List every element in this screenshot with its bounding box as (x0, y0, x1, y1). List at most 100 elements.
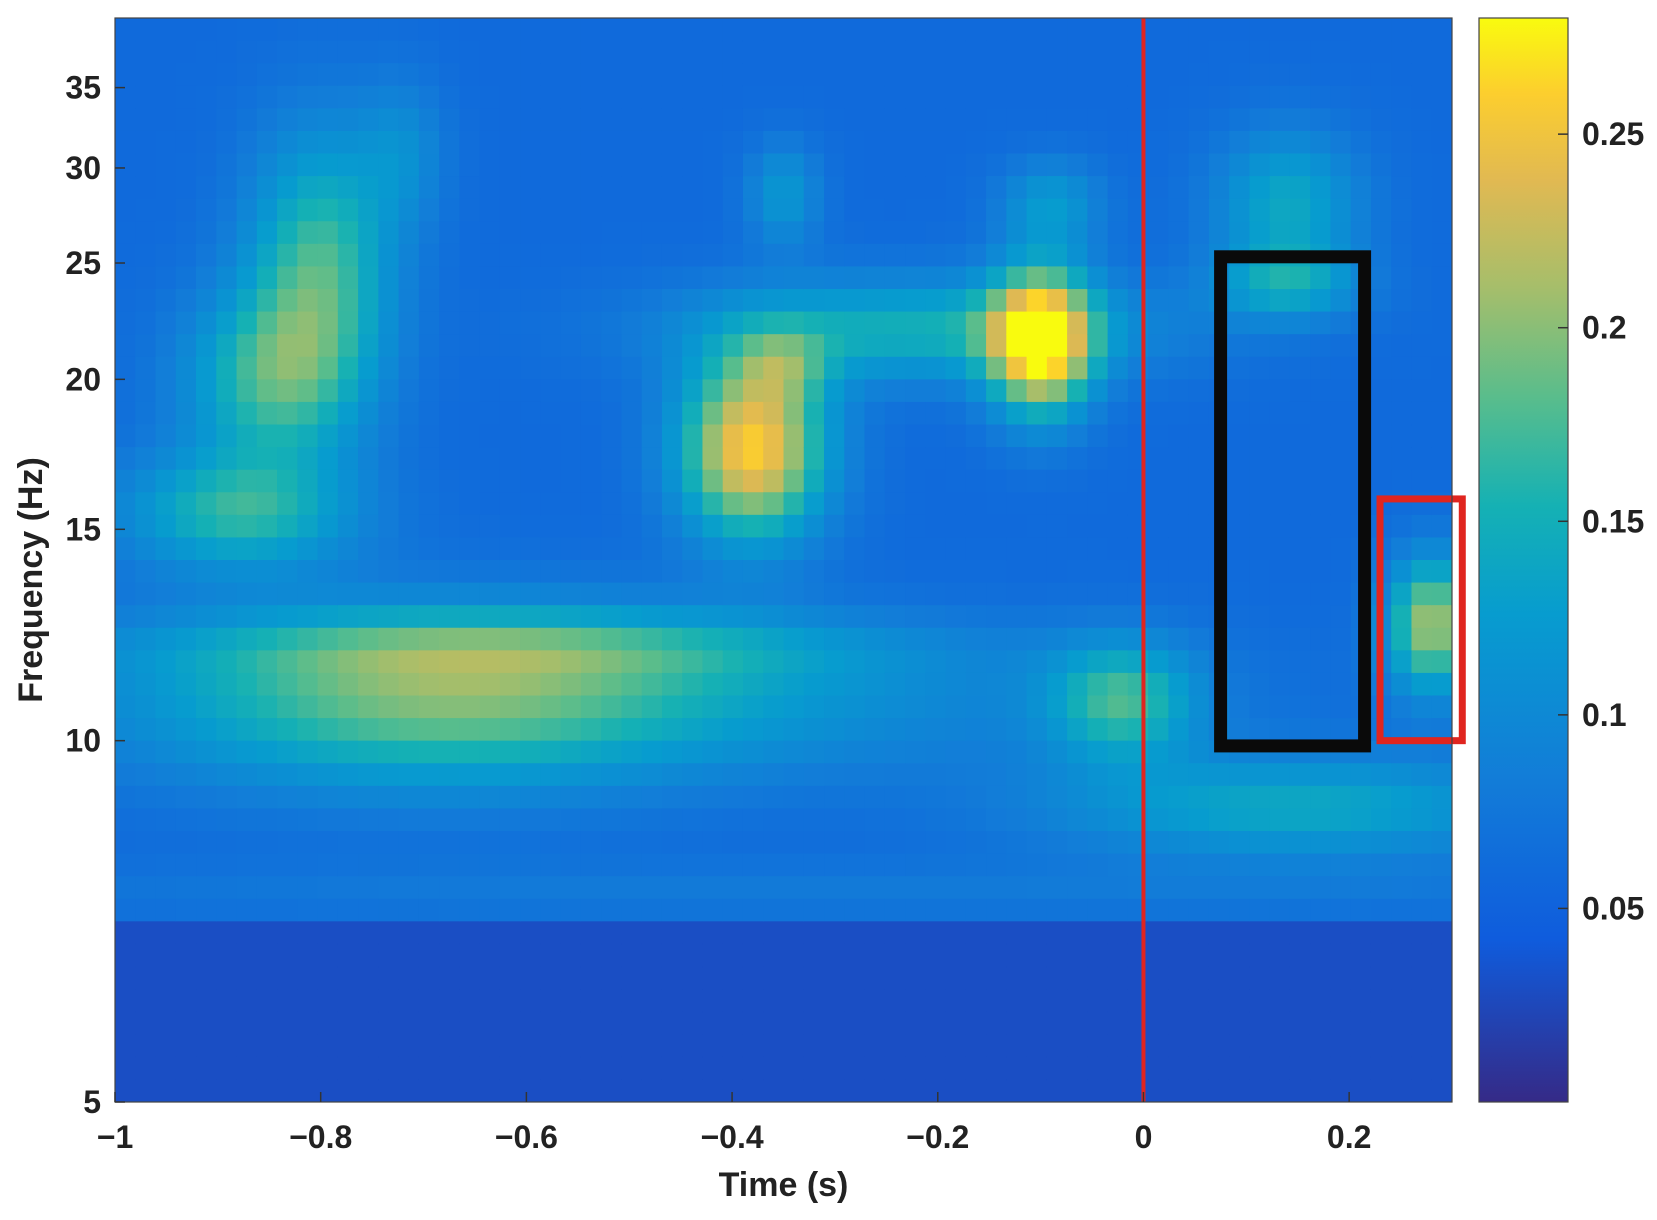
heatmap-cell (884, 130, 906, 155)
heatmap-cell (236, 311, 258, 335)
heatmap-cell (1289, 334, 1311, 358)
heatmap-cell (175, 966, 197, 990)
heatmap-cell (803, 221, 825, 245)
heatmap-cell (418, 1011, 440, 1035)
heatmap-cell (317, 627, 339, 651)
heatmap-cell (1330, 989, 1352, 1013)
heatmap-cell (479, 718, 501, 742)
heatmap-cell (783, 808, 805, 832)
heatmap-cell (256, 672, 278, 697)
heatmap-cell (499, 469, 521, 493)
heatmap-cell (965, 1056, 987, 1081)
heatmap-cell (398, 40, 420, 64)
heatmap-cell (742, 672, 764, 697)
heatmap-cell (1067, 85, 1088, 109)
heatmap-cell (661, 1011, 683, 1035)
heatmap-cell (702, 289, 724, 313)
heatmap-cell (1168, 853, 1190, 877)
heatmap-cell (824, 785, 845, 810)
heatmap-cell (1391, 469, 1413, 493)
heatmap-cell (479, 785, 501, 810)
heatmap-cell (661, 695, 683, 719)
heatmap-cell (1188, 266, 1210, 290)
heatmap-cell (965, 898, 987, 922)
heatmap-cell (965, 537, 987, 561)
heatmap-cell (1431, 176, 1452, 200)
heatmap-cell (479, 672, 501, 697)
heatmap-cell (905, 740, 926, 764)
heatmap-cell (844, 311, 866, 335)
heatmap-cell (520, 289, 542, 313)
heatmap-cell (783, 424, 805, 448)
heatmap-cell (155, 130, 177, 155)
heatmap-cell (844, 785, 866, 810)
heatmap-cell (216, 560, 238, 584)
heatmap-cell (1411, 130, 1433, 155)
heatmap-cell (1026, 898, 1048, 922)
heatmap-cell (1168, 537, 1190, 561)
heatmap-cell (317, 469, 339, 493)
heatmap-cell (580, 469, 602, 493)
heatmap-cell (236, 1079, 258, 1102)
heatmap-cell (216, 1011, 238, 1035)
heatmap-cell (1411, 582, 1433, 606)
heatmap-cell (1249, 63, 1271, 87)
y-tick-label: 5 (83, 1084, 101, 1120)
heatmap-cell (236, 356, 258, 380)
heatmap-cell (1411, 627, 1433, 651)
heatmap-cell (1411, 153, 1433, 177)
heatmap-cell (1087, 898, 1109, 922)
heatmap-cell (196, 785, 217, 810)
heatmap-cell (520, 1079, 542, 1102)
heatmap-cell (925, 943, 947, 968)
heatmap-cell (277, 40, 298, 64)
heatmap-cell (196, 582, 217, 606)
heatmap-cell (1067, 18, 1088, 42)
heatmap-cell (1188, 650, 1210, 674)
heatmap-cell (945, 198, 967, 222)
heatmap-cell (378, 130, 400, 155)
heatmap-cell (1310, 514, 1332, 539)
heatmap-cell (1310, 672, 1332, 697)
heatmap-cell (864, 492, 886, 516)
heatmap-cell (1269, 514, 1291, 539)
heatmap-cell (175, 266, 197, 290)
heatmap-cell (803, 514, 825, 539)
heatmap-cell (945, 311, 967, 335)
heatmap-cell (1411, 605, 1433, 629)
heatmap-cell (1188, 469, 1210, 493)
heatmap-cell (439, 740, 460, 764)
heatmap-cell (398, 853, 420, 877)
heatmap-cell (763, 627, 785, 651)
heatmap-cell (1087, 1056, 1109, 1081)
heatmap-cell (1431, 1056, 1452, 1081)
heatmap-cell (763, 40, 785, 64)
heatmap-cell (844, 876, 866, 900)
heatmap-cell (155, 447, 177, 471)
heatmap-cell (1188, 424, 1210, 448)
heatmap-cell (418, 447, 440, 471)
heatmap-cell (1391, 221, 1413, 245)
heatmap-cell (661, 492, 683, 516)
heatmap-cell (621, 108, 643, 132)
heatmap-cell (439, 108, 460, 132)
heatmap-cell (1431, 63, 1452, 87)
heatmap-cell (722, 379, 744, 403)
heatmap-cell (925, 401, 947, 426)
heatmap-cell (1188, 537, 1210, 561)
heatmap-cell (580, 153, 602, 177)
heatmap-cell (439, 130, 460, 155)
heatmap-cell (986, 966, 1007, 990)
heatmap-cell (803, 63, 825, 87)
heatmap-cell (459, 853, 481, 877)
heatmap-cell (824, 18, 845, 42)
heatmap-cell (1208, 1056, 1230, 1081)
heatmap-cell (1391, 808, 1413, 832)
heatmap-cell (216, 85, 238, 109)
heatmap-cell (864, 560, 886, 584)
heatmap-cell (378, 266, 400, 290)
heatmap-cell (155, 560, 177, 584)
heatmap-cell (175, 469, 197, 493)
heatmap-cell (1006, 627, 1028, 651)
heatmap-cell (763, 514, 785, 539)
